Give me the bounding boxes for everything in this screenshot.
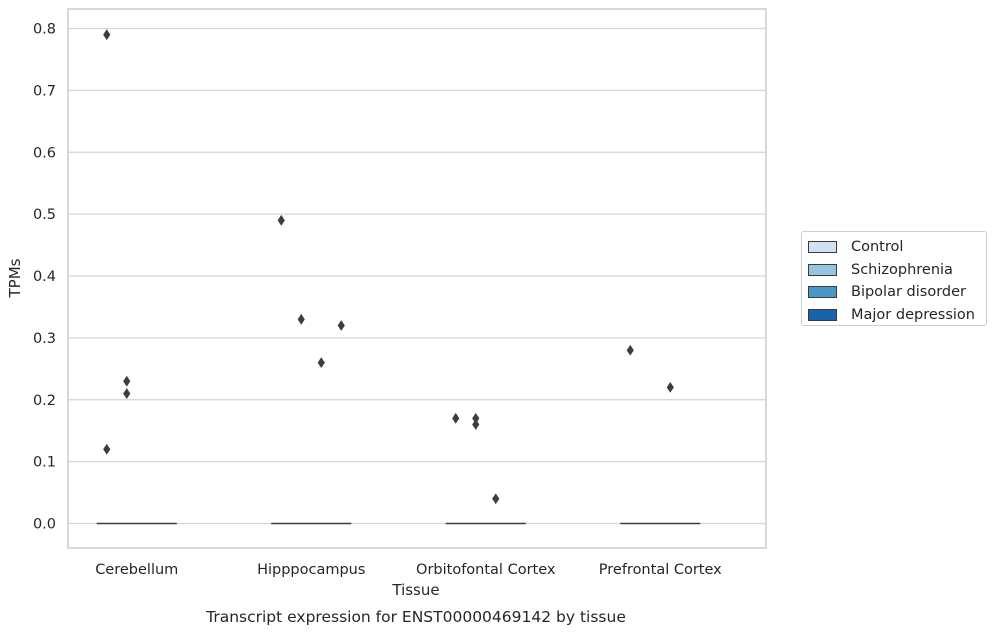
- outlier-points: [103, 29, 674, 505]
- outlier-point: [123, 388, 131, 399]
- outlier-point: [103, 29, 111, 41]
- y-tick-label: 0.8: [33, 22, 56, 38]
- y-tick-label: 0.5: [33, 207, 56, 223]
- y-tick-label: 0.1: [33, 455, 56, 471]
- outlier-point: [452, 412, 460, 424]
- outlier-point: [123, 375, 131, 387]
- y-tick-labels: 0.0 0.1 0.2 0.3 0.4 0.5 0.6 0.7 0.8: [33, 22, 56, 533]
- legend-item-major-depression: Major depression: [802, 304, 986, 327]
- plot-frame: [67, 8, 767, 549]
- legend-swatch: [808, 241, 837, 254]
- legend-label: Schizophrenia: [851, 261, 953, 278]
- legend-item-schizophrenia: Schizophrenia: [802, 259, 986, 282]
- x-tick-label: Prefrontal Cortex: [599, 562, 722, 578]
- outlier-point: [103, 443, 111, 455]
- x-axis-label: Tissue: [391, 581, 439, 599]
- outlier-point: [297, 313, 305, 325]
- outlier-point: [472, 419, 480, 430]
- chart-caption: Transcript expression for ENST0000046914…: [205, 608, 626, 626]
- x-tick-label: Orbitofontal Cortex: [416, 562, 556, 578]
- x-tick-labels: Cerebellum Hipppocampus Orbitofontal Corte…: [95, 562, 722, 578]
- outlier-point: [317, 357, 325, 369]
- y-tick-label: 0.0: [33, 517, 56, 533]
- gridlines: [68, 27, 766, 525]
- legend-label: Bipolar disorder: [851, 284, 966, 301]
- y-tick-label: 0.2: [33, 393, 56, 409]
- legend-item-bipolar-disorder: Bipolar disorder: [802, 281, 986, 304]
- x-tick-label: Cerebellum: [95, 562, 178, 578]
- legend-label: Major depression: [851, 306, 975, 323]
- y-tick-label: 0.4: [33, 269, 56, 285]
- outlier-point: [337, 320, 345, 331]
- outlier-point: [666, 381, 674, 393]
- outlier-point: [626, 344, 634, 356]
- legend-label: Control: [851, 239, 904, 256]
- legend-swatch: [808, 308, 837, 321]
- x-tick-label: Hipppocampus: [257, 562, 365, 578]
- legend-swatch: [808, 286, 837, 299]
- y-axis-label: TPMs: [6, 258, 24, 298]
- y-tick-label: 0.3: [33, 331, 56, 347]
- legend-item-control: Control: [802, 236, 986, 259]
- outlier-point: [472, 412, 480, 424]
- legend-swatch: [808, 263, 837, 276]
- outlier-point: [277, 214, 285, 226]
- outlier-point: [492, 493, 500, 505]
- legend: Control Schizophrenia Bipolar disorder M…: [801, 231, 987, 326]
- y-tick-label: 0.7: [33, 83, 56, 99]
- y-tick-label: 0.6: [33, 145, 56, 161]
